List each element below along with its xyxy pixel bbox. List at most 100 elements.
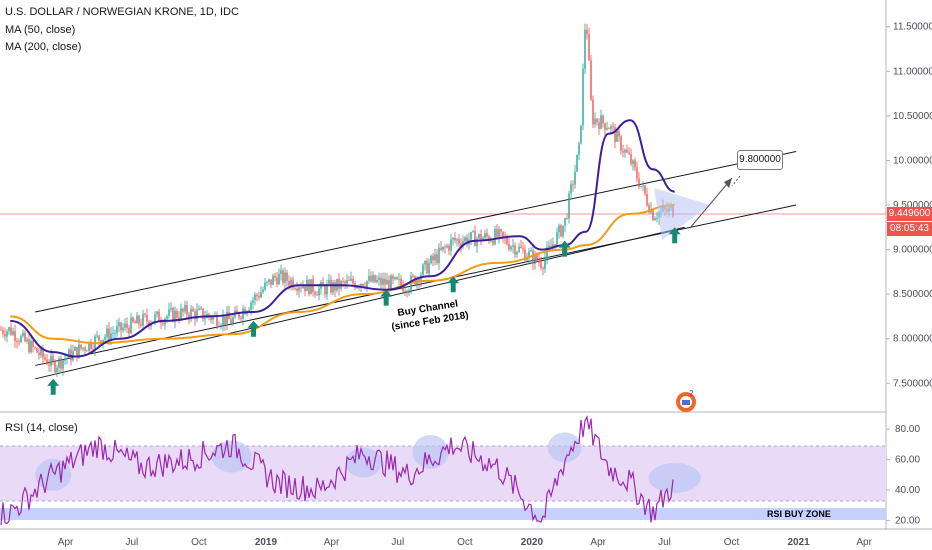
last-price-badge: 9.449600	[887, 207, 932, 221]
candle-body	[16, 340, 18, 342]
candle-body	[552, 244, 554, 247]
candle-body	[536, 253, 538, 261]
candle-body	[400, 278, 402, 285]
rsi-highlight-ellipse	[648, 462, 701, 493]
candle-body	[494, 229, 496, 245]
candle-body	[382, 278, 384, 285]
price-tick-label: 10.500000	[893, 111, 932, 122]
rsi-legend[interactable]: RSI (14, close)	[5, 422, 78, 434]
candle-body	[476, 238, 478, 247]
candle-body	[42, 348, 44, 358]
candle-body	[322, 282, 324, 287]
candle-body	[612, 126, 614, 128]
candle-body	[376, 279, 378, 283]
time-tick-label: Oct	[457, 537, 473, 548]
candle-body	[252, 300, 254, 303]
candle-body	[520, 246, 522, 248]
candle-body	[492, 240, 494, 245]
candle-body	[184, 304, 186, 312]
candle-body	[174, 310, 176, 322]
candle-body	[598, 122, 600, 129]
candle-body	[630, 154, 632, 165]
candle-body	[158, 311, 160, 322]
candle-body	[600, 115, 602, 129]
candle-body	[502, 231, 504, 237]
candle-body	[350, 278, 352, 281]
time-tick-label: Jul	[125, 537, 138, 548]
candle-body	[622, 151, 624, 153]
candle-body	[472, 231, 474, 232]
buy-arrows	[47, 227, 681, 395]
ma50-line	[10, 119, 675, 358]
candle-body	[258, 296, 260, 298]
candle-body	[604, 123, 606, 130]
candle-body	[432, 255, 434, 261]
ma200-legend[interactable]: MA (200, close)	[5, 41, 82, 53]
candle-body	[82, 347, 84, 349]
candle-body	[180, 308, 182, 320]
candle-body	[562, 225, 564, 237]
candle-body	[314, 292, 316, 295]
candle-body	[84, 347, 86, 351]
author-logo-icon[interactable]: 2	[674, 389, 698, 413]
time-axis-ticks: Apr Jul Oct 2019 Apr Jul Oct 2020 Apr Jul Oct 2021 A…	[58, 537, 873, 548]
candle-body	[406, 290, 408, 294]
candle-body	[142, 314, 144, 326]
candle-body	[394, 277, 396, 280]
candle-body	[160, 321, 162, 324]
candle-body	[102, 339, 104, 345]
time-tick-label: 2021	[787, 537, 810, 548]
candle-body	[28, 339, 30, 353]
candle-body	[568, 193, 570, 219]
candle-body	[238, 312, 240, 318]
rsi-highlight-ellipse	[547, 432, 582, 463]
candle-body	[90, 341, 92, 349]
candle-body	[156, 311, 158, 315]
chart-title: U.S. DOLLAR / NORWEGIAN KRONE, 1D, IDC	[5, 6, 239, 18]
candle-body	[236, 310, 238, 313]
candle-body	[176, 310, 178, 318]
candle-body	[278, 273, 280, 285]
target-arrow-line	[689, 177, 733, 229]
candle-body	[644, 185, 646, 194]
candle-body	[106, 328, 108, 337]
candle-body	[632, 160, 634, 165]
candle-body	[168, 309, 170, 317]
candle-body	[496, 229, 498, 237]
candle-body	[618, 131, 620, 137]
candle-body	[260, 292, 262, 298]
candle-body	[490, 240, 492, 242]
candle-body	[170, 308, 172, 310]
ma50-legend[interactable]: MA (50, close)	[5, 24, 76, 36]
buy-arrow-icon	[558, 240, 571, 257]
candle-body	[606, 128, 608, 130]
candle-body	[380, 277, 382, 285]
candle-body	[548, 245, 550, 248]
candle-body	[276, 277, 278, 285]
candle-body	[274, 275, 276, 278]
candle-body	[134, 321, 136, 324]
candle-body	[118, 322, 120, 327]
candle-body	[360, 283, 362, 288]
candle-body	[108, 328, 110, 341]
candle-body	[608, 128, 610, 130]
channel-line	[35, 226, 685, 380]
rsi-buy-zone-label: RSI BUY ZONE	[767, 509, 831, 519]
candle-body	[436, 254, 438, 264]
candle-body	[218, 325, 220, 327]
rsi-axis-ticks: 80.00 60.00 40.00 20.00	[886, 424, 920, 526]
candle-body	[182, 308, 184, 312]
candle-body	[18, 341, 20, 343]
channel-line	[35, 204, 797, 366]
candle-body	[226, 311, 228, 325]
candle-body	[646, 193, 648, 206]
candle-body	[6, 331, 8, 337]
candle-body	[280, 270, 282, 274]
candle-body	[166, 316, 168, 319]
candle-body	[250, 302, 252, 310]
candle-body	[66, 357, 68, 360]
rsi-tick-label: 60.00	[895, 455, 920, 466]
time-tick-label: 2019	[255, 537, 278, 548]
candle-body	[554, 244, 556, 247]
candle-body	[648, 205, 650, 213]
